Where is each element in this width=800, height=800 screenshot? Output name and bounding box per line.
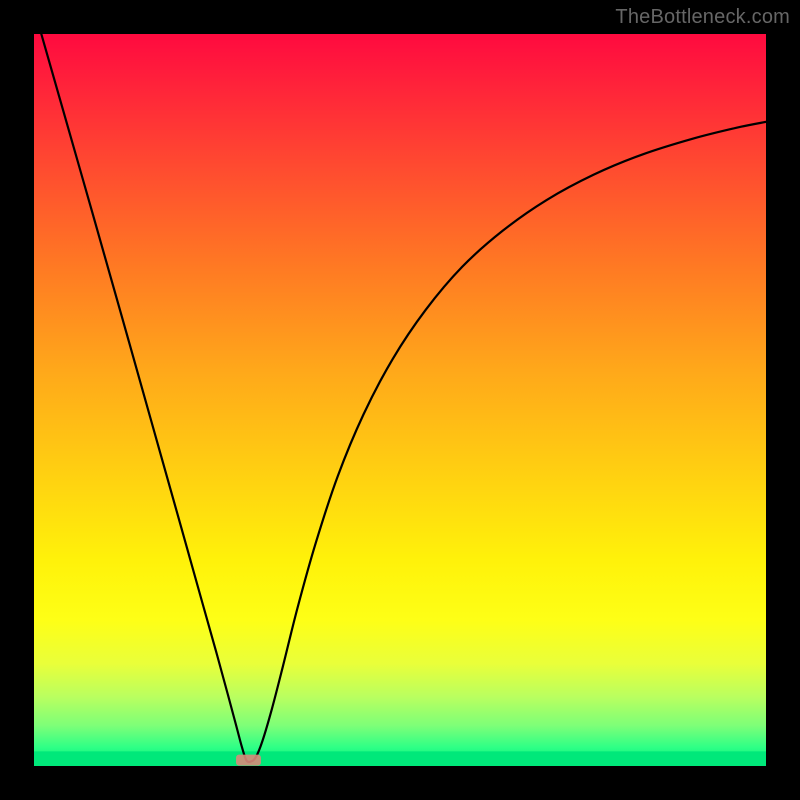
figure-container: TheBottleneck.com [0, 0, 800, 800]
minimum-marker [236, 755, 261, 766]
gradient-background [34, 34, 766, 766]
green-bottom-band [34, 751, 766, 766]
watermark-text: TheBottleneck.com [615, 6, 790, 29]
plot-area [34, 34, 766, 766]
bottleneck-chart [34, 34, 766, 766]
